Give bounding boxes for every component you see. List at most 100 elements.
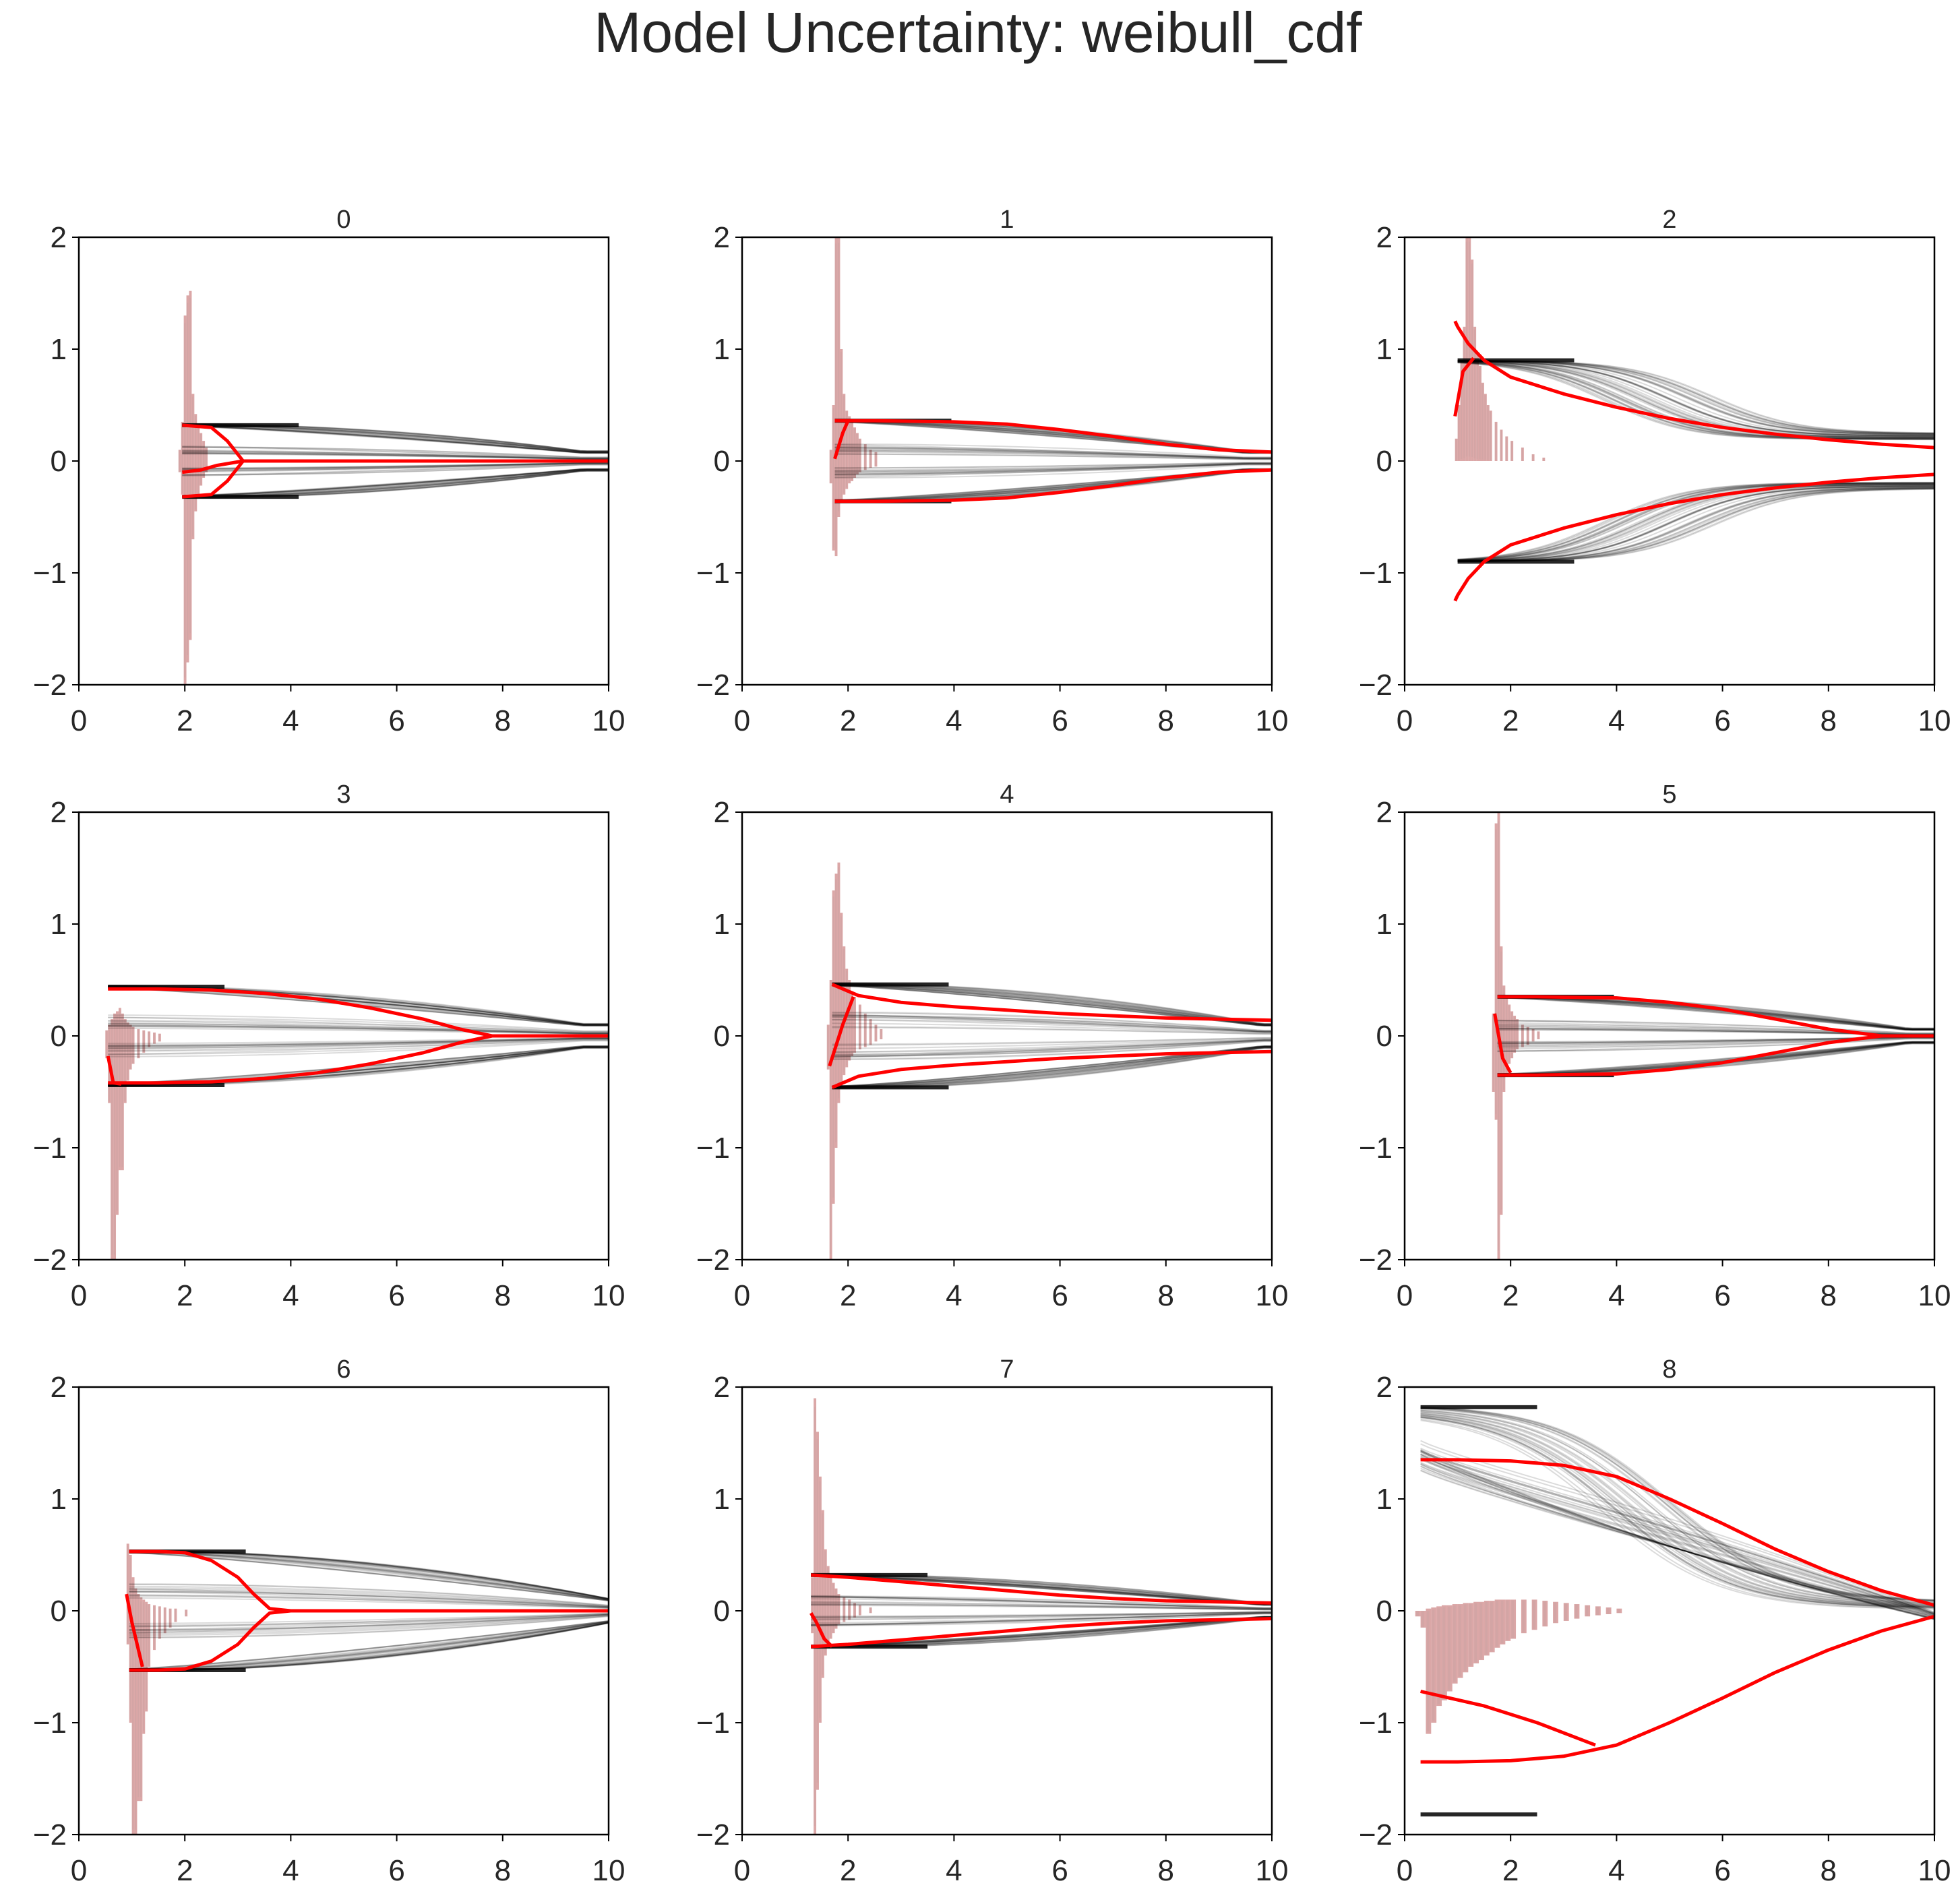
fit-curve-2 <box>182 459 244 474</box>
histogram-overlay <box>1473 329 1475 459</box>
y-tick-label: 0 <box>1376 445 1393 478</box>
sample-curve <box>832 1012 1272 1032</box>
histogram-overlay <box>1453 1605 1456 1682</box>
sample-curve <box>129 1552 609 1601</box>
histogram-bar <box>834 873 838 1148</box>
sample-curve <box>1420 1457 1934 1616</box>
histogram-overlay <box>1469 1604 1472 1666</box>
sample-curve <box>811 1574 1272 1605</box>
y-tick-label: −2 <box>696 669 730 702</box>
sample-curve <box>1457 482 1934 561</box>
sample-curve <box>834 443 1272 458</box>
y-tick-label: 1 <box>51 908 67 941</box>
sample-curve <box>811 1574 1272 1605</box>
histogram-bar <box>1500 1599 1506 1645</box>
sample-curve <box>1420 1411 1934 1605</box>
sample-curve <box>811 1616 1272 1647</box>
sample-curve <box>108 1027 609 1035</box>
x-tick-label: 2 <box>840 704 856 737</box>
sample-curve <box>811 1611 1272 1618</box>
subplot-5: −2 −1 0 1 2 0 2 4 6 8 10 5 <box>1359 780 1951 1312</box>
sample-curve <box>129 1621 609 1671</box>
x-tick-label: 10 <box>1256 1854 1289 1887</box>
histogram-overlay <box>1527 1027 1529 1045</box>
histogram-bar <box>134 1588 137 1835</box>
sample-curve <box>832 1040 1272 1060</box>
sample-curve <box>832 1026 1272 1035</box>
histogram-bar <box>158 1033 161 1042</box>
histogram-bar <box>148 1604 151 1667</box>
sample-curve <box>834 447 1272 459</box>
sample-curve <box>1497 996 1934 1031</box>
histogram-overlay <box>184 323 186 678</box>
histogram-overlay <box>1495 829 1497 1114</box>
histogram-overlay <box>116 1015 118 1211</box>
sample-curve <box>1457 487 1934 562</box>
fit-curve-1 <box>108 1034 609 1085</box>
histogram-bar <box>853 996 856 1053</box>
histogram-bar <box>1606 1607 1612 1614</box>
sample-curve <box>182 452 609 460</box>
histogram-overlay <box>830 1578 832 1638</box>
histogram-overlay <box>132 1027 134 1064</box>
sample-curve <box>834 462 1272 469</box>
histogram-overlay <box>869 1019 872 1045</box>
histogram-bar <box>1442 1605 1447 1700</box>
sample-curve <box>1420 1449 1934 1614</box>
sample-curve <box>811 1596 1272 1609</box>
histogram-overlay <box>832 896 834 1198</box>
histogram-overlay <box>1495 423 1497 460</box>
histogram-bar <box>137 1594 140 1802</box>
histogram-overlay <box>848 981 850 1060</box>
sample-curve <box>811 1595 1272 1609</box>
y-tick-label: −1 <box>33 557 67 590</box>
sample-curve <box>834 462 1272 472</box>
histogram-overlay <box>1511 1600 1515 1638</box>
fit-curve-1 <box>834 468 1272 503</box>
fit-curve-0 <box>1497 995 1934 1038</box>
sample-curve <box>1497 1020 1934 1034</box>
fit-curve-1 <box>1497 1034 1934 1077</box>
sample-curve <box>1457 361 1934 438</box>
histogram-bar <box>1595 1606 1601 1616</box>
sample-curve <box>1457 482 1934 561</box>
histogram-overlay <box>1476 357 1478 459</box>
sample-curve <box>108 1039 609 1055</box>
sample-curve <box>129 1551 609 1601</box>
sample-curve <box>1457 360 1934 435</box>
sample-curve <box>1420 1416 1934 1608</box>
histogram-bar <box>1510 1599 1517 1639</box>
sample-curve <box>832 1037 1272 1045</box>
x-tick-label: 4 <box>946 1854 962 1887</box>
x-tick-label: 8 <box>1821 704 1837 737</box>
sample-curve <box>129 1621 609 1671</box>
histogram-overlay <box>148 1605 150 1666</box>
histogram-overlay <box>1554 1602 1557 1623</box>
x-tick-label: 0 <box>734 1854 750 1887</box>
y-tick-label: 2 <box>714 221 730 254</box>
histogram-bar <box>1468 237 1471 461</box>
histogram-overlay <box>119 1011 121 1167</box>
sample-curve <box>1420 1447 1934 1614</box>
sample-curve <box>832 1039 1272 1058</box>
sample-curve <box>834 462 1272 469</box>
histogram-overlay <box>827 1025 829 1069</box>
sample-curve <box>1497 1041 1934 1076</box>
histogram-overlay <box>1508 1006 1510 1063</box>
sample-curve <box>811 1574 1272 1606</box>
histogram-bar <box>1426 1608 1432 1734</box>
y-tick-label: 0 <box>51 1020 67 1053</box>
sample-curve <box>1457 360 1934 435</box>
histogram-overlay <box>1575 1604 1578 1619</box>
sample-curve <box>182 468 609 497</box>
sample-curve <box>1457 486 1934 562</box>
histogram-bar <box>1521 1024 1524 1047</box>
histogram-overlay <box>1481 384 1484 460</box>
histogram-bar <box>1479 1601 1484 1661</box>
sample-curve <box>182 425 609 454</box>
sample-curve <box>129 1595 609 1609</box>
sample-curve <box>129 1620 609 1670</box>
histogram-overlay <box>864 444 866 470</box>
x-tick-label: 10 <box>592 1854 625 1887</box>
histogram-overlay <box>1500 1600 1504 1644</box>
